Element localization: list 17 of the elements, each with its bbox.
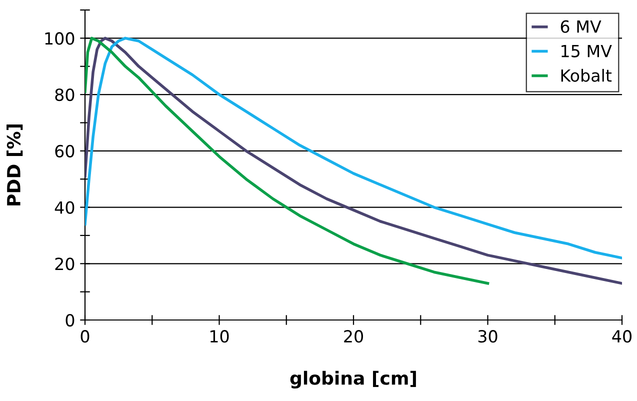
x-tick-label: 10 <box>210 330 229 343</box>
y-axis-title: PDD [%] <box>6 124 23 206</box>
legend-label: Kobalt <box>561 68 612 82</box>
legend-label: 15 MV <box>562 44 612 58</box>
y-tick-label: 60 <box>55 144 74 158</box>
x-axis-title: globina [cm] <box>290 370 416 388</box>
y-tick-label: 0 <box>66 314 74 327</box>
y-tick-label: 20 <box>55 258 74 270</box>
x-tick-label: 20 <box>344 330 363 343</box>
y-tick-label: 40 <box>54 201 74 214</box>
y-tick-label: 80 <box>55 88 74 102</box>
legend-label: 6 MV <box>560 20 602 33</box>
x-tick-label: 30 <box>478 330 498 343</box>
x-tick-label: 40 <box>612 330 632 343</box>
y-tick-label: 100 <box>45 32 74 45</box>
line-series <box>85 36 490 285</box>
x-tick-label: 0 <box>80 330 90 343</box>
